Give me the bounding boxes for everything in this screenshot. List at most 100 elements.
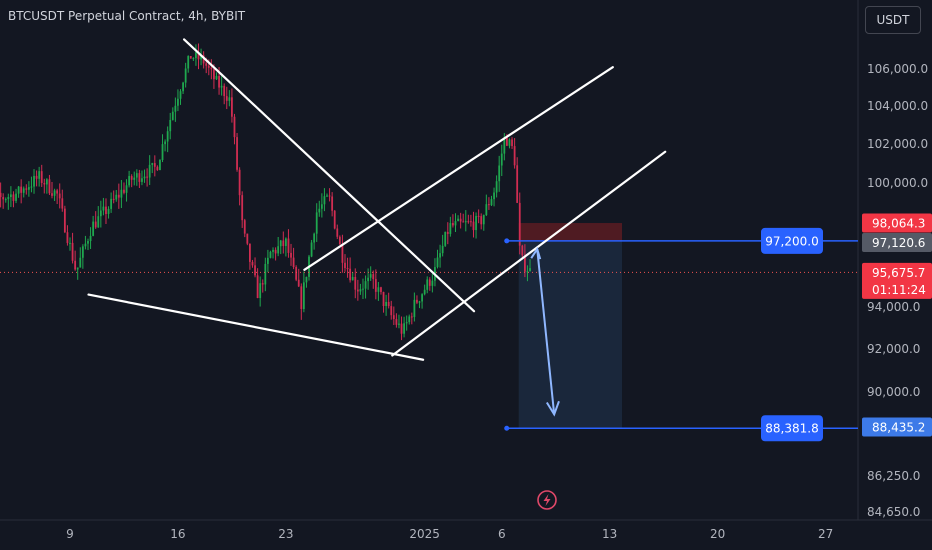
candle-body <box>15 193 17 201</box>
stop-loss-zone[interactable] <box>518 223 623 241</box>
level-price-tag-bg[interactable] <box>761 227 823 254</box>
price-tick-label: 106,000.0 <box>867 62 928 76</box>
trendline[interactable] <box>87 293 425 361</box>
trendline-drawings[interactable] <box>87 38 667 417</box>
candle-body <box>310 242 313 257</box>
level-anchor-handle[interactable] <box>504 238 510 244</box>
candle-body <box>236 137 238 170</box>
candle-body <box>254 265 256 276</box>
candle-body <box>22 188 25 193</box>
price-scale-tag: 95,675.7 01:11:24 <box>862 262 932 299</box>
candle-body <box>156 166 159 171</box>
candle-body <box>87 241 89 244</box>
trendline[interactable] <box>391 150 667 357</box>
candle-body <box>523 255 526 272</box>
price-scale-tag-text: 88,435.2 <box>872 421 925 435</box>
candle-body <box>380 287 382 292</box>
trendline[interactable] <box>183 38 476 313</box>
candle-body <box>449 223 452 234</box>
price-tick-label: 104,000.0 <box>867 99 928 113</box>
candle-body <box>4 199 7 201</box>
candle-body <box>61 198 64 209</box>
candle-body <box>344 262 346 269</box>
candle-body <box>110 198 113 209</box>
projection-arrow-head[interactable] <box>545 400 560 417</box>
candle-body <box>290 252 292 258</box>
candle-body <box>58 193 61 199</box>
level-price-tag-bg[interactable] <box>761 415 823 442</box>
candle-body <box>256 275 259 299</box>
candle-body <box>439 253 441 258</box>
candle-body <box>364 281 367 289</box>
price-scale-tag: 97,120.6 <box>862 233 932 253</box>
candle-body <box>79 257 82 268</box>
candle-body <box>182 82 184 92</box>
time-tick-label: 20 <box>710 527 725 541</box>
candle-body <box>326 195 328 197</box>
candle-body <box>354 276 357 290</box>
candle-body <box>529 268 531 272</box>
candle-body <box>133 177 136 180</box>
candle-body <box>408 316 411 323</box>
candle-body <box>243 220 246 234</box>
candle-body <box>421 294 423 302</box>
candle-body <box>17 186 20 194</box>
candle-body <box>452 223 454 226</box>
candle-body <box>428 279 431 286</box>
level-price-tag[interactable]: 97,200.0 <box>761 227 823 254</box>
candle-body <box>213 69 215 80</box>
candle-body <box>346 268 349 270</box>
candle-body <box>426 279 429 290</box>
candle-body <box>516 165 519 203</box>
candle-body <box>377 287 380 292</box>
candle-body <box>372 274 375 280</box>
candle-body <box>48 179 51 194</box>
projection-arrow-shaft[interactable] <box>536 249 556 415</box>
candle-body <box>467 221 470 223</box>
candle-body <box>503 137 506 154</box>
candle-body <box>446 231 449 234</box>
candle-body <box>295 267 298 280</box>
candle-body <box>164 141 166 145</box>
candle-body <box>472 221 475 231</box>
candle-body <box>81 246 84 258</box>
candle-body <box>480 216 483 225</box>
price-scale-tag-bg <box>862 213 932 233</box>
candle-body <box>166 131 169 142</box>
candle-body <box>477 215 480 217</box>
candle-body <box>99 210 102 217</box>
candle-body <box>2 197 5 200</box>
candle-body <box>0 192 2 198</box>
candle-body <box>323 196 326 205</box>
candle-body <box>51 193 53 196</box>
candle-body <box>431 280 434 286</box>
level-price-tag[interactable]: 88,381.8 <box>761 415 823 442</box>
candle-body <box>320 204 323 209</box>
candle-body <box>27 187 30 190</box>
currency-button[interactable]: USDT <box>865 6 921 34</box>
candle-body <box>359 289 362 292</box>
projection-arrow-tail[interactable] <box>530 246 542 260</box>
candle-body <box>351 276 354 281</box>
lightning-icon[interactable] <box>537 490 557 510</box>
candle-body <box>92 221 95 236</box>
candle-body <box>336 228 339 237</box>
candle-body <box>179 91 182 99</box>
candle-body <box>20 186 23 193</box>
candle-body <box>356 289 359 292</box>
take-profit-zone[interactable] <box>518 240 623 429</box>
candle-body <box>349 268 352 281</box>
candle-body <box>246 233 249 244</box>
candle-body <box>45 179 48 185</box>
price-scale-tag-text: 98,064.3 <box>872 217 925 231</box>
level-price-tags[interactable]: 97,200.0 88,381.8 <box>761 227 823 442</box>
candle-body <box>400 323 403 334</box>
price-scale-tag-bg <box>862 233 932 253</box>
trendline[interactable] <box>303 66 614 271</box>
candle-body <box>444 231 447 246</box>
candle-body <box>220 85 223 88</box>
candle-body <box>362 288 364 290</box>
level-anchor-handle[interactable] <box>504 425 510 431</box>
candle-body <box>333 210 336 229</box>
